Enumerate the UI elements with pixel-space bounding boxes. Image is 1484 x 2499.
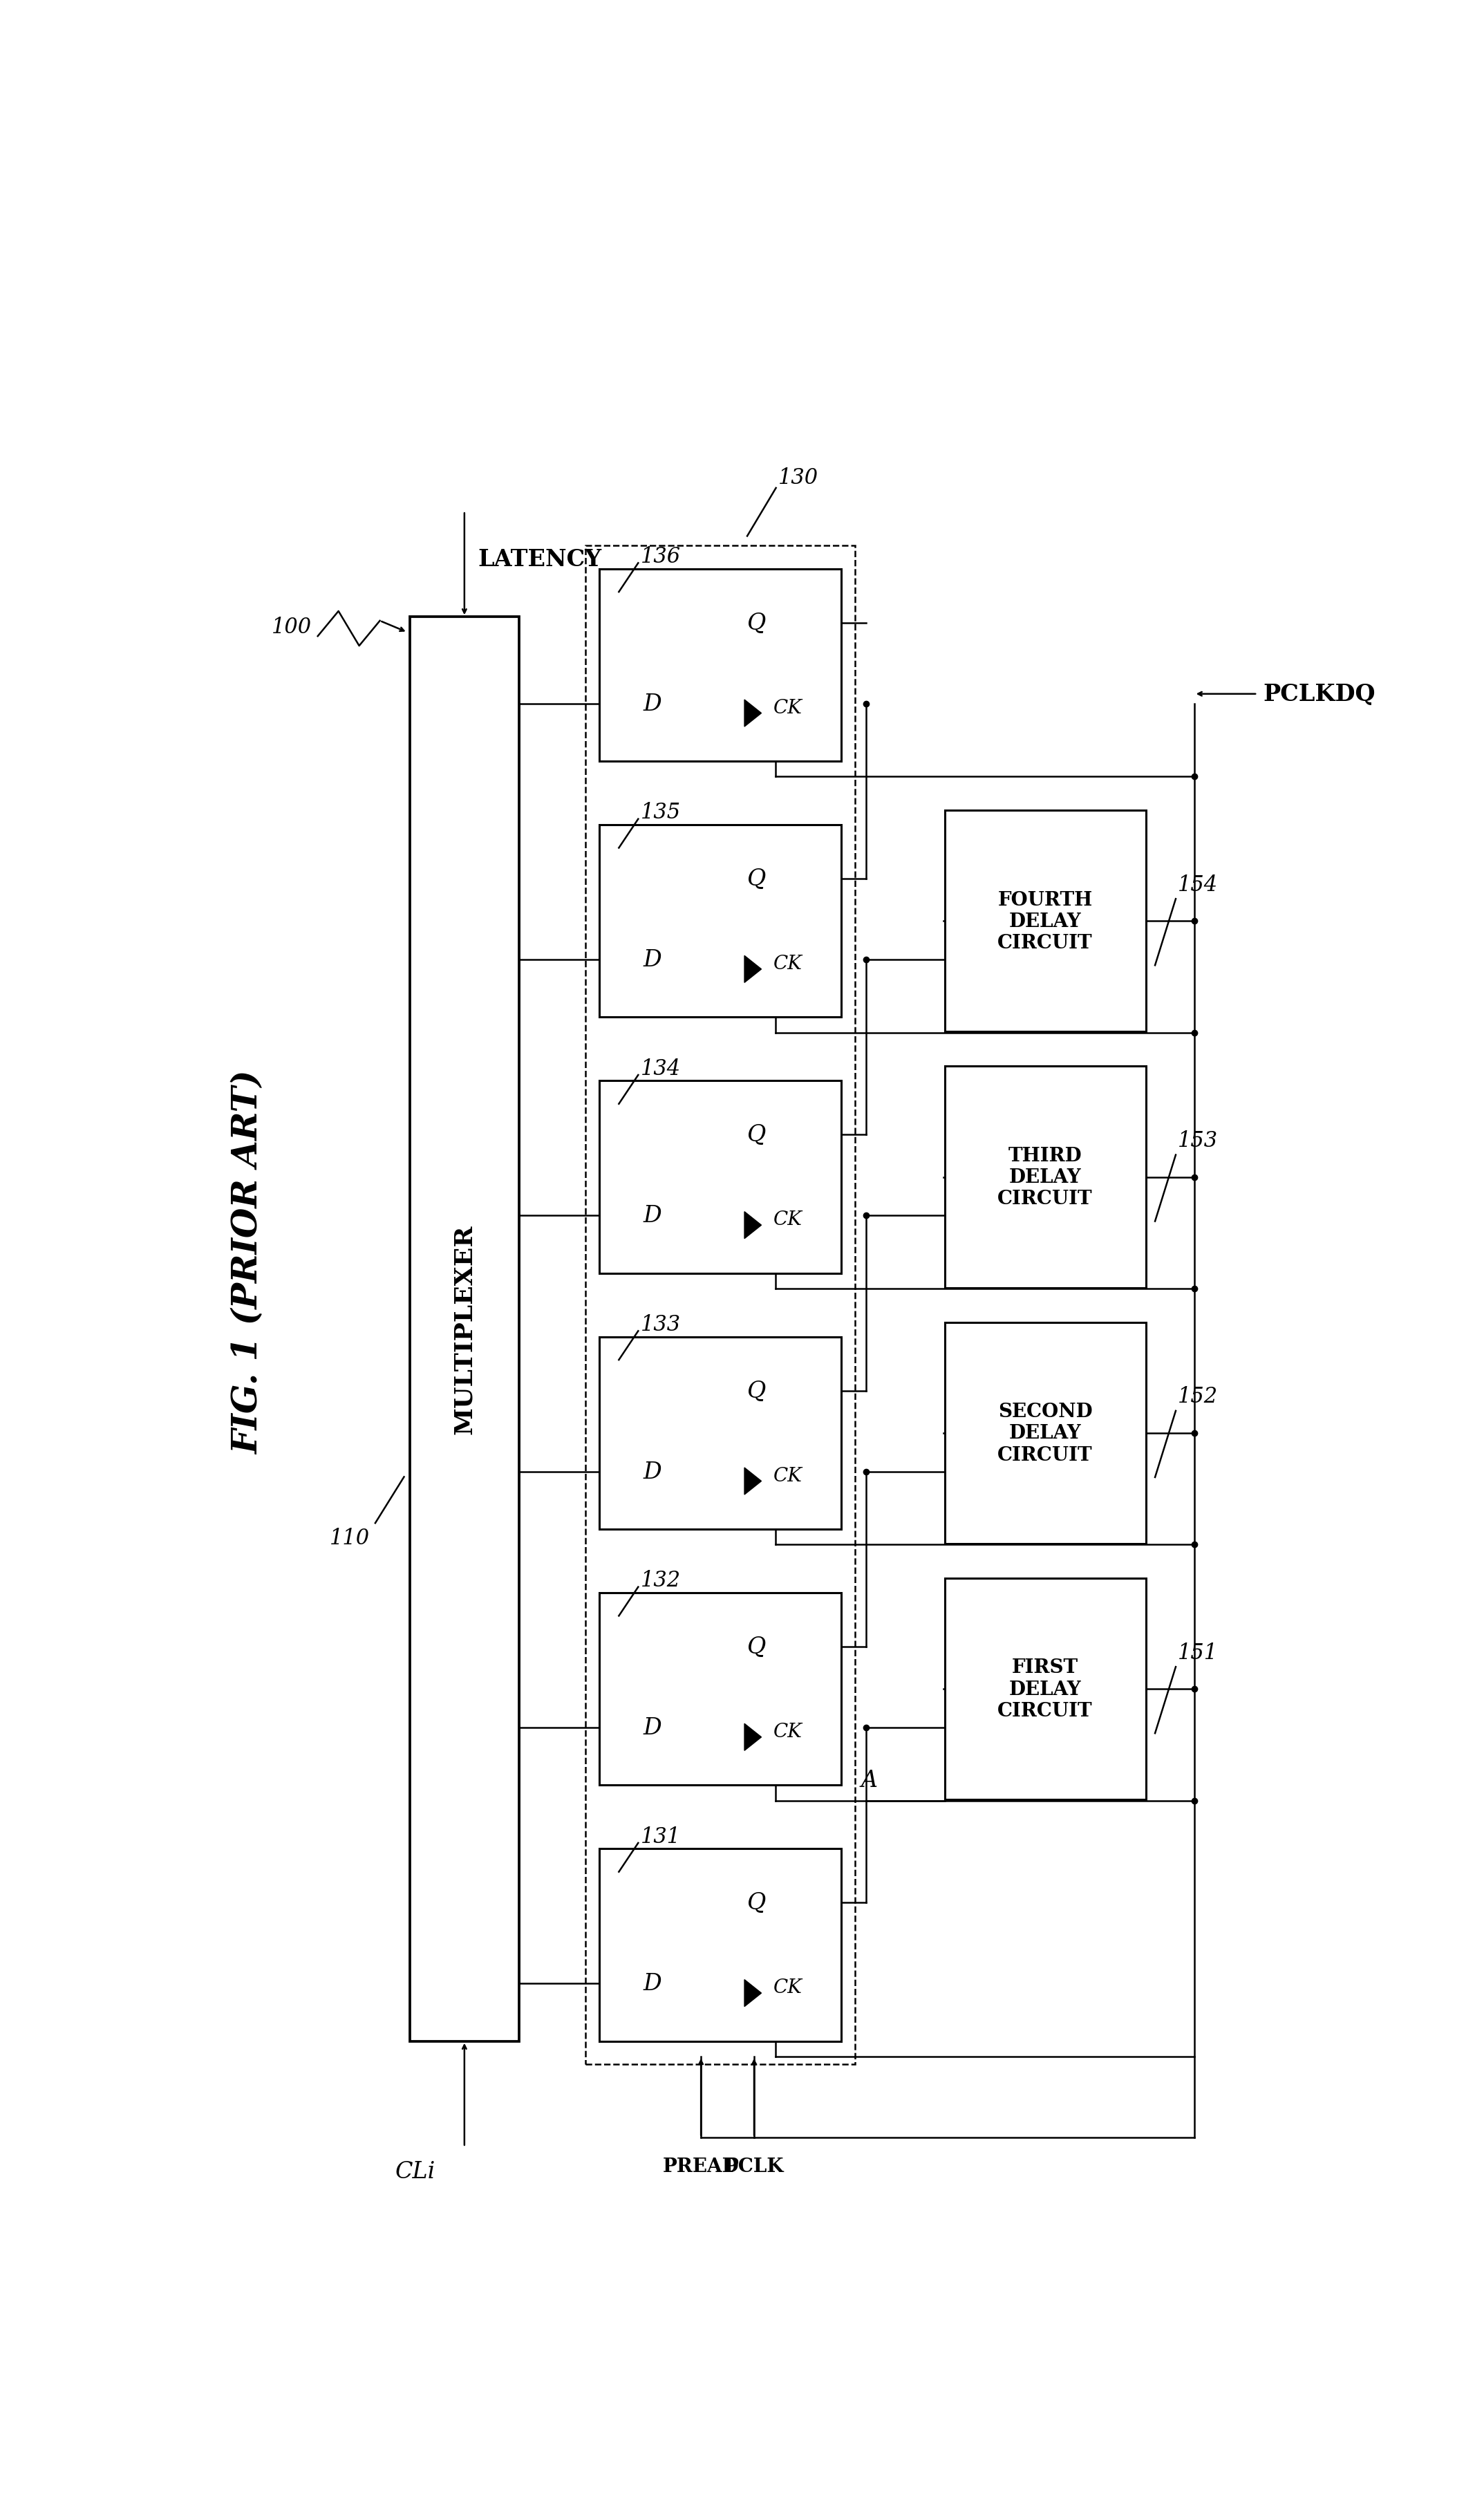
Text: Q: Q [746, 1379, 766, 1402]
Bar [410, 617, 519, 2042]
Text: D: D [644, 692, 662, 715]
Text: CK: CK [773, 700, 803, 717]
Polygon shape [745, 1724, 761, 1752]
Text: CK: CK [773, 1979, 803, 1997]
Text: Q: Q [746, 867, 766, 890]
Text: Q: Q [746, 612, 766, 635]
Text: D: D [644, 950, 662, 972]
Text: 100: 100 [272, 617, 312, 637]
Text: CK: CK [773, 1210, 803, 1230]
Text: CK: CK [773, 1722, 803, 1742]
Bar [586, 547, 855, 2064]
Text: 153: 153 [1178, 1130, 1218, 1152]
Text: FIG. 1 (PRIOR ART): FIG. 1 (PRIOR ART) [232, 1070, 266, 1454]
Text: D: D [644, 1205, 662, 1227]
Text: MULTIPLEXER: MULTIPLEXER [453, 1225, 476, 1434]
Bar [944, 810, 1146, 1032]
Text: PCLKDQ: PCLKDQ [1263, 682, 1376, 705]
Bar [944, 1579, 1146, 1799]
Text: A: A [861, 1769, 877, 1792]
Text: 136: 136 [641, 545, 681, 567]
Text: 154: 154 [1178, 875, 1218, 895]
Bar [600, 1337, 841, 1529]
Bar [600, 1592, 841, 1784]
Bar [600, 825, 841, 1017]
Bar [600, 1082, 841, 1274]
Text: 134: 134 [641, 1057, 681, 1080]
Polygon shape [745, 1212, 761, 1240]
Polygon shape [745, 1979, 761, 2007]
Text: CLi: CLi [395, 2162, 436, 2182]
Text: 110: 110 [329, 1527, 370, 1549]
Text: FIRST
DELAY
CIRCUIT: FIRST DELAY CIRCUIT [997, 1659, 1092, 1719]
Text: PREAD: PREAD [663, 2157, 739, 2177]
Text: PCLK: PCLK [724, 2157, 784, 2177]
Text: 131: 131 [641, 1827, 681, 1847]
Text: D: D [644, 1717, 662, 1739]
Bar [600, 1849, 841, 2042]
Text: 151: 151 [1178, 1642, 1218, 1664]
Text: THIRD
DELAY
CIRCUIT: THIRD DELAY CIRCUIT [997, 1147, 1092, 1207]
Text: 133: 133 [641, 1314, 681, 1334]
Text: 132: 132 [641, 1569, 681, 1592]
Text: 135: 135 [641, 802, 681, 822]
Text: LATENCY: LATENCY [478, 547, 603, 572]
Text: 152: 152 [1178, 1387, 1218, 1407]
Text: FOURTH
DELAY
CIRCUIT: FOURTH DELAY CIRCUIT [997, 890, 1092, 952]
Text: D: D [644, 1972, 662, 1994]
Polygon shape [745, 700, 761, 727]
Polygon shape [745, 1467, 761, 1494]
Bar [944, 1322, 1146, 1544]
Text: D: D [644, 1462, 662, 1482]
Text: Q: Q [746, 1125, 766, 1147]
Text: Q: Q [746, 1892, 766, 1914]
Bar [600, 570, 841, 762]
Bar [944, 1067, 1146, 1287]
Text: Q: Q [746, 1637, 766, 1657]
Text: SECOND
DELAY
CIRCUIT: SECOND DELAY CIRCUIT [997, 1402, 1092, 1464]
Text: 130: 130 [778, 467, 819, 487]
Text: CK: CK [773, 955, 803, 972]
Polygon shape [745, 957, 761, 982]
Text: CK: CK [773, 1467, 803, 1484]
